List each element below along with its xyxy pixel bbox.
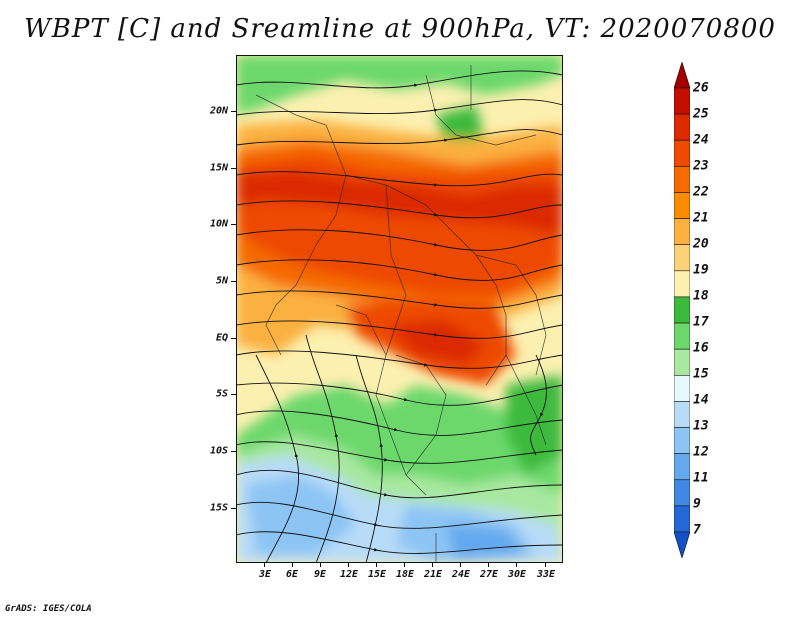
colorbar-label: 7 (693, 522, 701, 538)
colorbar-label: 12 (693, 444, 709, 460)
lon-tick (460, 563, 461, 567)
lat-label-20n: 20N (209, 105, 228, 117)
lon-tick (376, 563, 377, 567)
colorbar-swatch (674, 113, 690, 141)
lon-label-33e: 33E (536, 569, 556, 580)
lon-tick (292, 563, 293, 567)
colorbar-label: 14 (693, 392, 709, 408)
lat-label-10s: 10S (209, 445, 228, 457)
lon-label-21e: 21E (423, 569, 443, 580)
streamlines (236, 70, 563, 563)
lat-tick (231, 508, 236, 509)
boundary-lines (255, 65, 547, 563)
colorbar-swatch (674, 348, 690, 376)
lat-tick (231, 168, 236, 169)
colorbar-label: 11 (693, 470, 709, 486)
lat-tick (231, 451, 236, 452)
lon-label-27e: 27E (479, 569, 499, 580)
colorbar-label: 15 (693, 366, 709, 382)
lat-label-5n: 5N (215, 275, 228, 287)
lon-label-12e: 12E (339, 569, 359, 580)
colorbar-swatch (674, 322, 690, 350)
colorbar-swatch (674, 62, 690, 89)
lon-label-18e: 18E (395, 569, 415, 580)
lat-tick (231, 281, 236, 282)
colorbar-label: 19 (693, 262, 709, 278)
lat-tick (231, 111, 236, 112)
colorbar-label: 21 (693, 210, 709, 226)
colorbar-swatch (674, 87, 690, 115)
chart-title: WBPT [C] and Sreamline at 900hPa, VT: 20… (24, 14, 776, 44)
colorbar-label: 18 (693, 288, 709, 304)
lon-label-6e: 6E (285, 569, 299, 580)
lon-tick (348, 563, 349, 567)
lat-tick (231, 224, 236, 225)
colorbar-label: 9 (693, 496, 701, 512)
colorbar-swatch (674, 401, 690, 428)
lat-label-5s: 5S (215, 388, 228, 400)
colorbar-swatch (674, 192, 690, 219)
colorbar-swatch (674, 166, 690, 193)
colorbar-swatch (674, 427, 690, 454)
lon-tick (404, 563, 405, 567)
colorbar-label: 26 (693, 80, 709, 96)
colorbar-label: 23 (693, 158, 709, 174)
lat-label-10n: 10N (209, 218, 228, 230)
colorbar-label: 25 (693, 106, 709, 122)
colorbar-label: 20 (693, 236, 709, 252)
lat-label-15s: 15S (209, 502, 228, 514)
lon-label-30e: 30E (507, 569, 527, 580)
colorbar-swatch (674, 374, 690, 402)
footer-credit: GrADS: IGES/COLA (5, 604, 92, 614)
lat-label-15n: 15N (209, 162, 228, 174)
wbpt-field-map (236, 55, 563, 563)
colorbar-swatch (674, 505, 690, 533)
colorbar-label: 22 (693, 184, 709, 200)
lon-label-3e: 3E (258, 569, 272, 580)
colorbar-label: 16 (693, 340, 709, 356)
lon-tick (488, 563, 489, 567)
colorbar-swatch (674, 270, 690, 298)
map-panel (236, 55, 563, 563)
colorbar-swatch (674, 139, 690, 167)
lon-label-9e: 9E (313, 569, 327, 580)
lon-tick (545, 563, 546, 567)
colorbar-label: 17 (693, 314, 709, 330)
lat-label-eq: EQ (215, 332, 228, 344)
lat-tick (231, 338, 236, 339)
lon-label-15e: 15E (367, 569, 387, 580)
lat-tick (231, 394, 236, 395)
colorbar-swatch (674, 296, 690, 324)
colorbar-label: 13 (693, 418, 709, 434)
colorbar-swatch (674, 479, 690, 507)
lon-tick (320, 563, 321, 567)
colorbar (674, 62, 690, 558)
colorbar-swatch (674, 531, 690, 558)
map-frame (236, 55, 563, 563)
colorbar-swatch (674, 244, 690, 272)
lon-tick (432, 563, 433, 567)
colorbar-swatch (674, 218, 690, 246)
colorbar-label: 24 (693, 132, 709, 148)
lon-tick (516, 563, 517, 567)
lon-tick (264, 563, 265, 567)
colorbar-swatch (674, 453, 690, 481)
lon-label-24e: 24E (451, 569, 471, 580)
